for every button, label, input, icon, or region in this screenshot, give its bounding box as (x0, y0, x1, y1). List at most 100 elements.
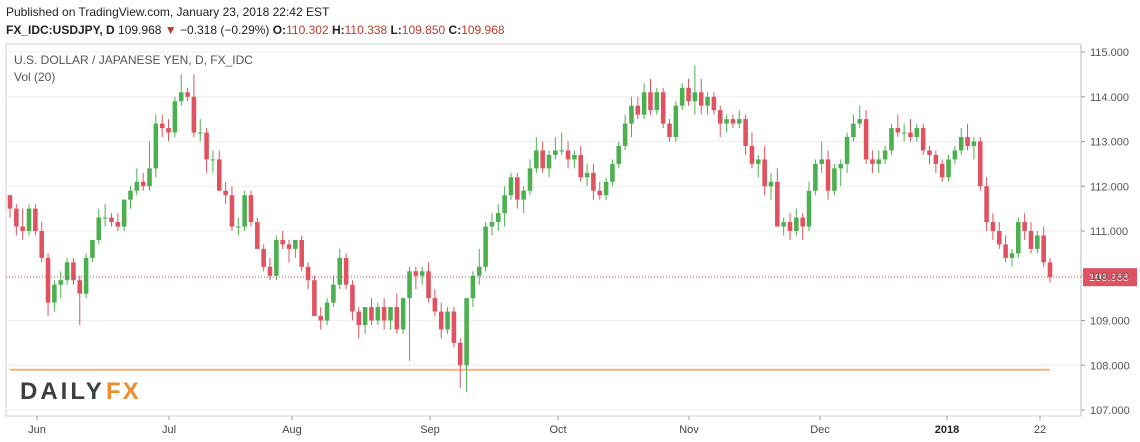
candle-body (1009, 253, 1015, 258)
candle (236, 217, 241, 236)
candle-body (641, 92, 647, 115)
candle (1003, 235, 1008, 263)
candle-body (984, 186, 989, 223)
candle-body (730, 119, 736, 124)
candle (305, 262, 311, 290)
candle (286, 239, 292, 263)
candle (572, 150, 577, 169)
candlestick-chart[interactable]: 109.968 107.000 108.000 109.000 110.000 111.… (0, 42, 1140, 442)
candle (274, 235, 279, 281)
candle (350, 280, 355, 321)
candle-body (756, 159, 761, 164)
candle (381, 298, 387, 330)
candle-body (958, 137, 964, 151)
candle-body (496, 213, 501, 223)
candle-body (527, 168, 533, 191)
candle (159, 114, 165, 138)
candle (14, 204, 19, 236)
candle (578, 145, 584, 182)
candle (312, 275, 317, 317)
candle (908, 119, 913, 142)
candle (255, 217, 260, 249)
candle-body (312, 280, 317, 317)
candle-body (147, 168, 152, 187)
candle (502, 186, 507, 227)
high-label: H: (331, 23, 345, 37)
candle (762, 145, 767, 196)
candle (958, 128, 964, 155)
candle (534, 137, 539, 173)
candle (584, 163, 590, 187)
candle (185, 87, 190, 102)
grid-layer (6, 51, 1081, 411)
candle (445, 307, 450, 334)
candle-body (889, 128, 894, 151)
candle (610, 159, 615, 187)
candle-body (996, 231, 1002, 245)
candle (419, 266, 425, 285)
candle-body (508, 177, 514, 196)
candle (476, 248, 482, 285)
candle-body (128, 190, 133, 200)
candle-body (96, 217, 102, 240)
candle (787, 213, 793, 240)
candle-body (743, 119, 748, 146)
x-tick-label: 22 (1034, 424, 1046, 436)
candle-body (813, 163, 818, 191)
change-value: −0.318 (−0.29%) (180, 23, 270, 37)
candle (457, 338, 463, 388)
candle (166, 119, 171, 142)
candle-body (356, 311, 362, 325)
candle-body (977, 141, 983, 187)
plot-frame (5, 43, 1082, 417)
candle-body (781, 222, 786, 227)
candle-body (242, 195, 247, 227)
candle (318, 307, 324, 330)
candle (223, 181, 228, 205)
y-tick-label: 114.000 (1090, 92, 1129, 104)
candle (882, 145, 888, 164)
candle (71, 257, 76, 285)
candle-body (255, 222, 260, 249)
candle-body (686, 87, 691, 102)
candle (660, 87, 666, 129)
candle-body (838, 163, 844, 169)
candle-body (109, 217, 114, 223)
candle (45, 253, 51, 317)
high-value: 110.338 (344, 23, 388, 37)
candle-body (660, 92, 666, 124)
candle-body (464, 298, 469, 366)
candle (324, 298, 330, 325)
candle-body (223, 190, 228, 196)
candle (248, 190, 254, 227)
candle-body (895, 128, 901, 133)
candle-body (565, 150, 571, 160)
candle-body (648, 92, 653, 111)
candle-body (350, 284, 355, 312)
candle-body (1003, 244, 1008, 258)
candle-body (293, 239, 298, 249)
candle (756, 154, 761, 178)
candle-body (927, 150, 932, 155)
candle (331, 275, 336, 308)
x-tick-label: Sep (420, 424, 440, 436)
candle-body (787, 222, 793, 231)
candle-body (540, 150, 545, 169)
candle (857, 105, 863, 129)
candle (343, 253, 349, 290)
candle (64, 257, 70, 285)
low-label: L: (390, 23, 402, 37)
candle-body (736, 119, 742, 124)
candle-body (229, 195, 235, 227)
x-tick-label: Oct (549, 424, 566, 436)
candle-body (597, 190, 603, 196)
candle (616, 141, 622, 169)
candle-body (768, 181, 774, 187)
candle (153, 114, 159, 178)
down-arrow-icon: ▼ (164, 23, 177, 37)
candle-body (115, 222, 121, 227)
candle (895, 114, 901, 138)
x-tick-label: Jul (162, 424, 176, 436)
candle-body (679, 87, 685, 106)
candle-body (52, 284, 57, 303)
